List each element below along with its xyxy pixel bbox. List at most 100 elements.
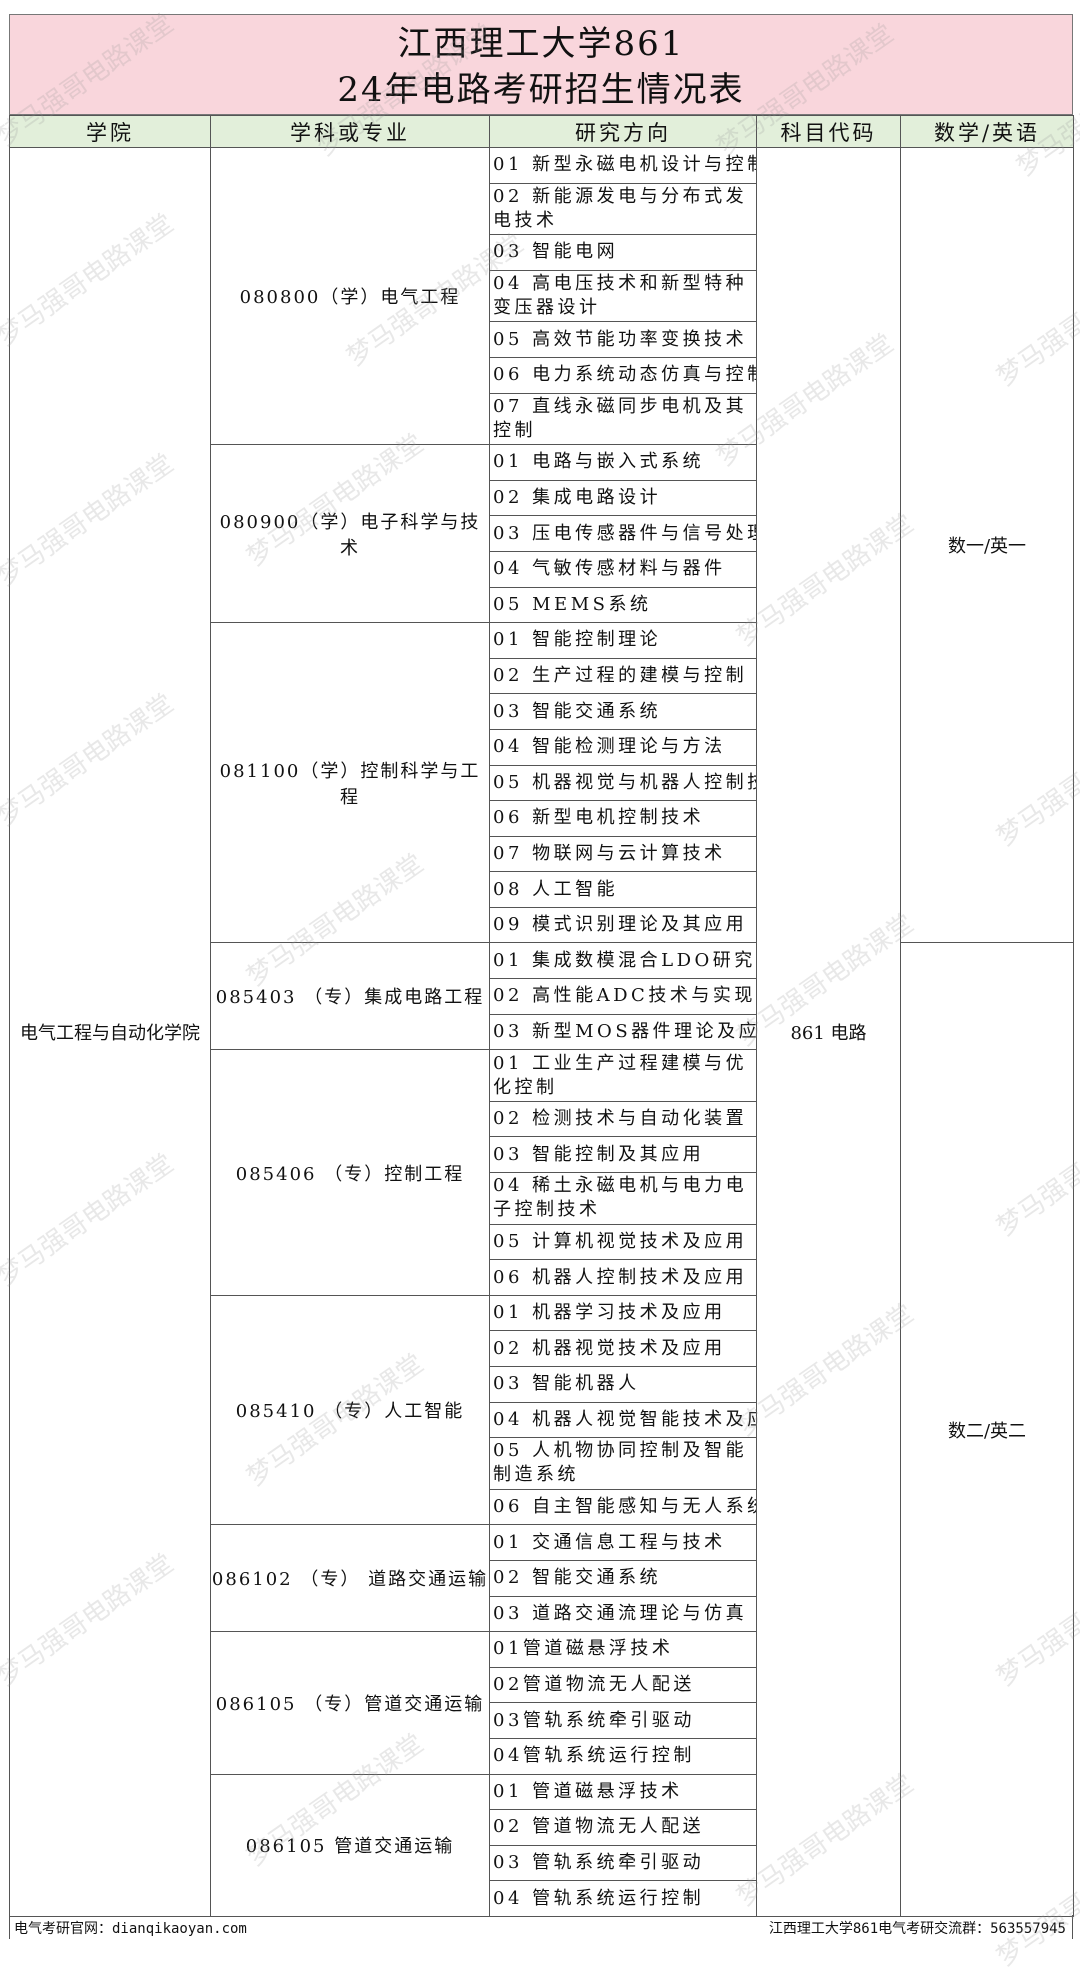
major-cell: 080800（学）电气工程 (210, 146, 490, 446)
table-row: 06 电力系统动态仿真与控制 (10, 356, 1074, 394)
header-major: 学科或专业 (210, 115, 490, 148)
title-line-2: 24年电路考研招生情况表 (337, 70, 745, 110)
major-cell: 086102 （专） 道路交通运输 (210, 1524, 490, 1633)
footer-website: 电气考研官网：dianqikaoyan.com (14, 1921, 247, 1937)
direction-cell: 04 气敏传感材料与器件 (489, 550, 757, 588)
major-cell: 085403 （专）集成电路工程 (210, 942, 490, 1051)
major-cell: 080900（学）电子科学与技术 (210, 444, 490, 624)
direction-cell: 02 机器视觉技术及应用 (489, 1330, 757, 1367)
direction-cell: 01 集成数模混合LDO研究 (489, 942, 757, 980)
direction-cell: 03管轨系统牵引驱动 (489, 1702, 757, 1739)
table-row: 02 集成电路设计 (10, 479, 1074, 517)
table-row: 03 压电传感器件与信号处理 (10, 515, 1074, 552)
direction-cell: 02 管道物流无人配送 (489, 1809, 757, 1846)
header-math-english: 数学/英语 (900, 115, 1074, 148)
direction-cell: 06 自主智能感知与无人系统 (489, 1488, 757, 1526)
math-english-cell: 数二/英二 (900, 942, 1074, 1917)
direction-cell: 04管轨系统运行控制 (489, 1737, 757, 1775)
table-row: 03 道路交通流理论与仿真 (10, 1595, 1074, 1633)
table-row: 09 模式识别理论及其应用 (10, 906, 1074, 944)
direction-cell: 01 机器学习技术及应用 (489, 1294, 757, 1332)
direction-cell: 01 交通信息工程与技术 (489, 1524, 757, 1561)
table-row: 081100（学）控制科学与工程 01 智能控制理论 (10, 622, 1074, 944)
header-college: 学院 (9, 115, 211, 148)
direction-cell: 05 机器视觉与机器人控制技 (489, 764, 757, 802)
direction-cell: 04 智能检测理论与方法 (489, 728, 757, 766)
major-cell: 081100（学）控制科学与工程 (210, 622, 490, 944)
table-row: 05 机器视觉与机器人控制技 (10, 764, 1074, 802)
table-body: 电气工程与自动化学院 080800（学）电气工程 01 新型永磁电机设计与控制 861… (9, 146, 1074, 1917)
table-row: 080900（学）电子科学与技术 01 电路与嵌入式系统 (10, 444, 1074, 624)
table-row: 05 计算机视觉技术及应用 (10, 1223, 1074, 1261)
table-row: 086105 管道交通运输 01 管道磁悬浮技术 (10, 1773, 1074, 1917)
direction-cell: 03 新型MOS器件理论及应用 (489, 1013, 757, 1051)
direction-cell: 02 智能交通系统 (489, 1559, 757, 1597)
major-cell: 086105 管道交通运输 (210, 1773, 490, 1917)
direction-cell: 02管道物流无人配送 (489, 1666, 757, 1704)
table-row: 03管轨系统牵引驱动 (10, 1702, 1074, 1739)
direction-cell: 02 高性能ADC技术与实现 (489, 978, 757, 1015)
direction-cell: 02 集成电路设计 (489, 479, 757, 517)
subject-code-cell: 861 电路 (756, 147, 901, 1917)
table-row: 05 人机物协同控制及智能制造系统 (10, 1437, 1074, 1490)
direction-cell: 05 高效节能功率变换技术 (489, 321, 757, 358)
direction-cell: 04 高电压技术和新型特种变压器设计 (489, 269, 757, 323)
table-row: 05 高效节能功率变换技术 (10, 321, 1074, 358)
direction-cell: 05 MEMS系统 (489, 586, 757, 624)
direction-cell: 03 道路交通流理论与仿真 (489, 1595, 757, 1633)
direction-cell: 06 新型电机控制技术 (489, 800, 757, 837)
direction-cell: 04 管轨系统运行控制 (489, 1880, 757, 1917)
direction-cell: 03 压电传感器件与信号处理 (489, 515, 757, 552)
table-row: 06 新型电机控制技术 (10, 800, 1074, 837)
table-row: 03 智能电网 (10, 234, 1074, 271)
direction-cell: 08 人工智能 (489, 871, 757, 908)
table-row: 04 管轨系统运行控制 (10, 1880, 1074, 1917)
major-cell: 086105 （专）管道交通运输 (210, 1631, 490, 1775)
direction-cell: 02 新能源发电与分布式发电技术 (489, 182, 757, 236)
direction-cell: 09 模式识别理论及其应用 (489, 906, 757, 944)
admission-table: 学院 学科或专业 研究方向 科目代码 数学/英语 电气工程与自动化学院 08080… (9, 115, 1074, 1917)
direction-cell: 01 电路与嵌入式系统 (489, 444, 757, 481)
math-english-cell: 数一/英一 (900, 146, 1074, 944)
direction-cell: 03 智能交通系统 (489, 693, 757, 730)
table-row: 085410 （专）人工智能 01 机器学习技术及应用 (10, 1294, 1074, 1526)
direction-cell: 04 稀土永磁电机与电力电子控制技术 (489, 1172, 757, 1225)
table-row: 02 管道物流无人配送 (10, 1809, 1074, 1846)
major-cell: 085410 （专）人工智能 (210, 1294, 490, 1526)
major-cell: 085406 （专）控制工程 (210, 1049, 490, 1296)
table-title: 江西理工大学861 24年电路考研招生情况表 (9, 14, 1073, 115)
direction-cell: 07 物联网与云计算技术 (489, 835, 757, 873)
table-row: 04 智能检测理论与方法 (10, 728, 1074, 766)
direction-cell: 03 智能控制及其应用 (489, 1136, 757, 1174)
direction-cell: 03 管轨系统牵引驱动 (489, 1844, 757, 1882)
college-cell: 电气工程与自动化学院 (9, 147, 211, 1917)
table-row: 02 检测技术与自动化装置 (10, 1100, 1074, 1138)
table-row: 04 高电压技术和新型特种变压器设计 (10, 269, 1074, 323)
table-row: 03 新型MOS器件理论及应用 (10, 1013, 1074, 1051)
table-row: 07 直线永磁同步电机及其控制 (10, 392, 1074, 446)
table-row: 03 管轨系统牵引驱动 (10, 1844, 1074, 1882)
table-row: 03 智能机器人 (10, 1366, 1074, 1403)
table-row: 086102 （专） 道路交通运输 01 交通信息工程与技术 (10, 1524, 1074, 1633)
direction-cell: 07 直线永磁同步电机及其控制 (489, 392, 757, 446)
direction-cell: 01 工业生产过程建模与优化控制 (489, 1049, 757, 1102)
table-row: 06 自主智能感知与无人系统 (10, 1488, 1074, 1526)
direction-cell: 06 机器人控制技术及应用 (489, 1259, 757, 1296)
footer-group: 江西理工大学861电气考研交流群：563557945 (768, 1921, 1066, 1937)
table-row: 电气工程与自动化学院 080800（学）电气工程 01 新型永磁电机设计与控制 861… (9, 146, 1074, 1917)
table-row: 04 气敏传感材料与器件 (10, 550, 1074, 588)
header-row: 学院 学科或专业 研究方向 科目代码 数学/英语 (9, 115, 1074, 148)
direction-cell: 06 电力系统动态仿真与控制 (489, 356, 757, 394)
direction-cell: 03 智能电网 (489, 234, 757, 271)
table-row: 03 智能交通系统 (10, 693, 1074, 730)
direction-cell: 01 新型永磁电机设计与控制 (489, 147, 757, 184)
header-subject-code: 科目代码 (756, 115, 901, 148)
table-row: 06 机器人控制技术及应用 (10, 1259, 1074, 1296)
table-row: 04 机器人视觉智能技术及应 (10, 1401, 1074, 1439)
table-row: 086105 （专）管道交通运输 01管道磁悬浮技术 (10, 1631, 1074, 1775)
direction-cell: 04 机器人视觉智能技术及应 (489, 1401, 757, 1439)
table-row: 02 生产过程的建模与控制 (10, 657, 1074, 695)
table-row: 085403 （专）集成电路工程 01 集成数模混合LDO研究 数二/英二 (10, 942, 1074, 1917)
direction-cell: 02 检测技术与自动化装置 (489, 1100, 757, 1138)
direction-cell: 01 智能控制理论 (489, 622, 757, 659)
